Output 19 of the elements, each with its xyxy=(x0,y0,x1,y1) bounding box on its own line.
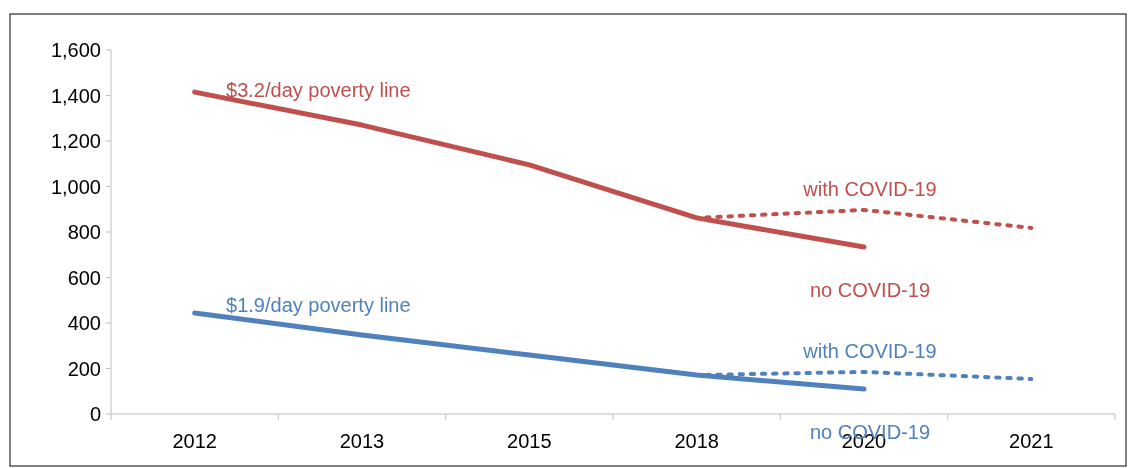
series-label: with COVID-19 xyxy=(802,177,937,200)
x-tick-label: 2012 xyxy=(172,430,217,452)
y-tick-label: 800 xyxy=(67,221,101,243)
y-tick-label: 1,200 xyxy=(50,130,101,152)
annotation: $3.2/day poverty line xyxy=(226,78,411,101)
y-tick-label: 1,600 xyxy=(50,39,101,61)
y-tick-label: 600 xyxy=(67,266,101,289)
y-tick-label: 1,000 xyxy=(50,175,101,198)
annotation: $1.9/day poverty line xyxy=(226,294,411,317)
x-tick-label: 2013 xyxy=(339,430,385,452)
x-tick-label: 2018 xyxy=(674,430,719,452)
y-tick-label: 400 xyxy=(67,312,101,334)
series-label: with COVID-19 xyxy=(802,339,937,362)
y-tick-label: 1,400 xyxy=(50,84,101,107)
y-tick-label: 0 xyxy=(89,403,101,425)
x-tick-label: 2015 xyxy=(507,430,552,452)
text: no COVID-19 xyxy=(809,279,931,302)
y-tick-label: 200 xyxy=(67,357,101,380)
x-tick-label: 2021 xyxy=(1009,430,1054,452)
